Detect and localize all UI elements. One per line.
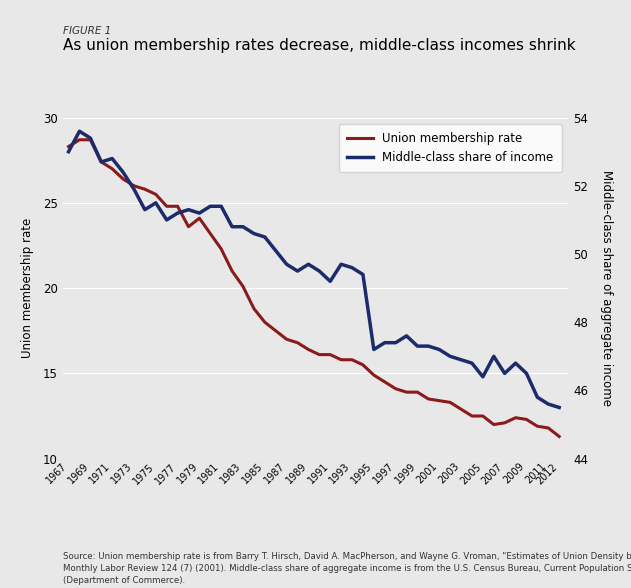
Text: As union membership rates decrease, middle-class incomes shrink: As union membership rates decrease, midd…: [63, 38, 575, 54]
Y-axis label: Union membership rate: Union membership rate: [21, 218, 34, 358]
Y-axis label: Middle-class share of aggregate income: Middle-class share of aggregate income: [599, 170, 613, 406]
Text: FIGURE 1: FIGURE 1: [63, 26, 111, 36]
Legend: Union membership rate, Middle-class share of income: Union membership rate, Middle-class shar…: [339, 123, 562, 172]
Text: Source: Union membership rate is from Barry T. Hirsch, David A. MacPherson, and : Source: Union membership rate is from Ba…: [63, 553, 631, 585]
